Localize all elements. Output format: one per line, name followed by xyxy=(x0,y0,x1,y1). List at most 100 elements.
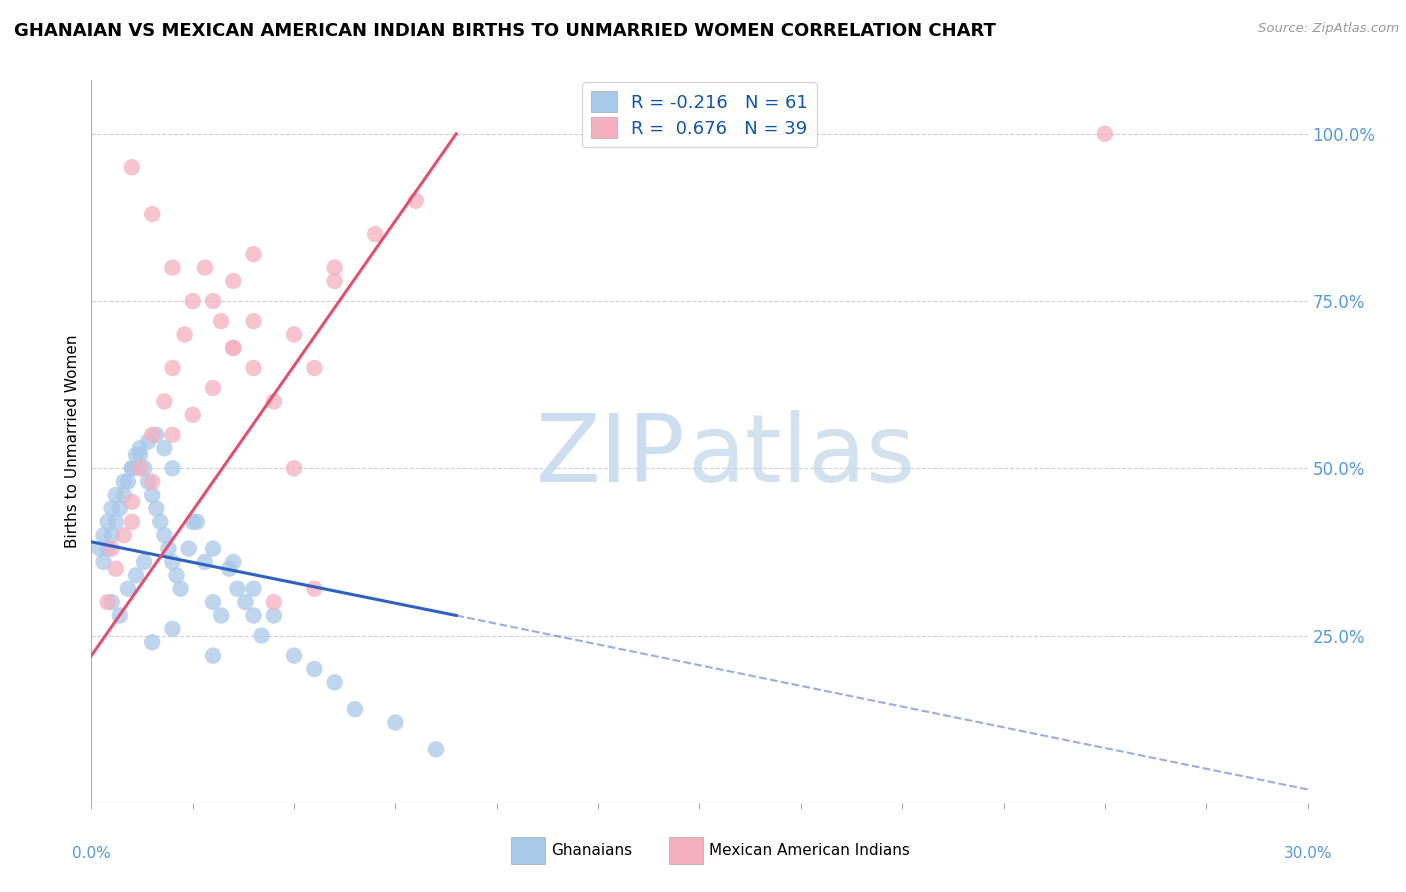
Point xyxy=(405,194,427,208)
Point xyxy=(125,448,148,462)
Point xyxy=(132,461,155,475)
Point xyxy=(384,715,406,730)
Point xyxy=(162,260,184,275)
Point xyxy=(108,608,131,623)
Point xyxy=(202,293,225,308)
Point xyxy=(250,628,273,642)
Point xyxy=(263,394,285,409)
Point xyxy=(181,515,204,529)
Point xyxy=(343,702,366,716)
Point xyxy=(149,515,172,529)
Text: GHANAIAN VS MEXICAN AMERICAN INDIAN BIRTHS TO UNMARRIED WOMEN CORRELATION CHART: GHANAIAN VS MEXICAN AMERICAN INDIAN BIRT… xyxy=(14,22,995,40)
Point xyxy=(129,448,152,462)
Point xyxy=(242,582,264,596)
Text: ZIP: ZIP xyxy=(536,410,685,502)
Point xyxy=(108,501,131,516)
Point xyxy=(304,361,326,376)
Point xyxy=(181,408,204,422)
Text: Ghanaians: Ghanaians xyxy=(551,843,633,858)
Point xyxy=(166,568,188,582)
Point xyxy=(162,427,184,442)
Point xyxy=(100,528,122,542)
Point xyxy=(202,648,225,663)
Point xyxy=(218,562,240,576)
FancyBboxPatch shape xyxy=(669,837,703,864)
Point xyxy=(117,475,139,489)
Text: Mexican American Indians: Mexican American Indians xyxy=(709,843,910,858)
Point xyxy=(97,515,120,529)
Y-axis label: Births to Unmarried Women: Births to Unmarried Women xyxy=(65,334,80,549)
Point xyxy=(177,541,200,556)
Point xyxy=(283,461,305,475)
Point xyxy=(209,608,232,623)
Point xyxy=(323,260,346,275)
Point xyxy=(162,361,184,376)
Point xyxy=(100,595,122,609)
Point xyxy=(104,562,127,576)
Point xyxy=(222,341,245,355)
Point xyxy=(145,501,167,516)
Point xyxy=(141,488,163,502)
Point xyxy=(157,541,180,556)
Point xyxy=(242,608,264,623)
Point xyxy=(222,341,245,355)
Point xyxy=(222,274,245,288)
Point xyxy=(121,461,143,475)
Point xyxy=(136,434,159,449)
Point xyxy=(1094,127,1116,141)
Point xyxy=(283,648,305,663)
Point xyxy=(112,528,135,542)
Point xyxy=(89,541,111,556)
Point xyxy=(129,442,152,455)
Point xyxy=(181,293,204,308)
Point xyxy=(97,595,120,609)
Point xyxy=(121,494,143,508)
Point xyxy=(121,515,143,529)
Point xyxy=(169,582,191,596)
Point xyxy=(141,427,163,442)
Point xyxy=(132,555,155,569)
Point xyxy=(104,515,127,529)
Point xyxy=(263,608,285,623)
Point xyxy=(194,260,217,275)
Point xyxy=(117,582,139,596)
Point xyxy=(202,381,225,395)
Text: 30.0%: 30.0% xyxy=(1284,847,1331,862)
Point xyxy=(242,247,264,261)
Point xyxy=(323,274,346,288)
Point xyxy=(235,595,257,609)
Point xyxy=(323,675,346,690)
Point xyxy=(263,595,285,609)
Point xyxy=(209,314,232,328)
Point xyxy=(145,427,167,442)
Point xyxy=(242,314,264,328)
Text: atlas: atlas xyxy=(688,410,915,502)
Legend: R = -0.216   N = 61, R =  0.676   N = 39: R = -0.216 N = 61, R = 0.676 N = 39 xyxy=(582,82,817,147)
Point xyxy=(141,207,163,221)
Point xyxy=(194,555,217,569)
Point xyxy=(121,161,143,175)
Point xyxy=(226,582,249,596)
Point xyxy=(283,327,305,342)
Point xyxy=(162,622,184,636)
Point xyxy=(153,442,176,455)
Text: 0.0%: 0.0% xyxy=(72,847,111,862)
Point xyxy=(425,742,447,756)
Text: Source: ZipAtlas.com: Source: ZipAtlas.com xyxy=(1258,22,1399,36)
Point xyxy=(162,461,184,475)
Point xyxy=(173,327,195,342)
Point xyxy=(104,488,127,502)
Point xyxy=(121,461,143,475)
Point xyxy=(112,475,135,489)
Point xyxy=(202,595,225,609)
Point xyxy=(304,582,326,596)
FancyBboxPatch shape xyxy=(510,837,546,864)
Point xyxy=(364,227,387,242)
Point xyxy=(141,635,163,649)
Point xyxy=(153,394,176,409)
Point xyxy=(100,541,122,556)
Point xyxy=(93,528,115,542)
Point xyxy=(162,555,184,569)
Point xyxy=(97,541,120,556)
Point xyxy=(242,361,264,376)
